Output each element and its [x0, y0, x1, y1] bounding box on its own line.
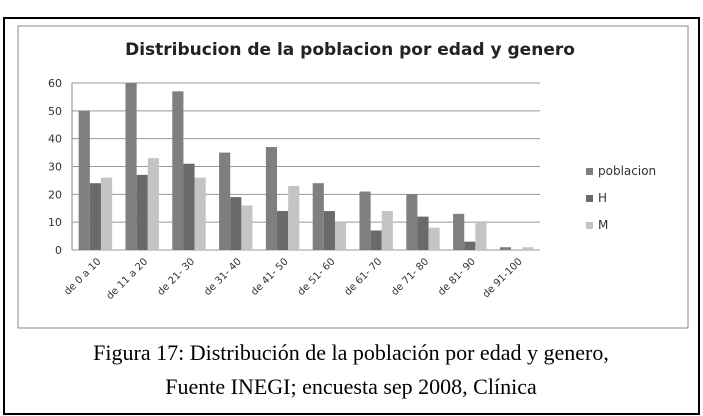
legend-label: M — [598, 218, 608, 232]
bar — [359, 191, 371, 250]
bar — [241, 205, 253, 250]
legend-label: H — [598, 191, 607, 205]
caption-line: Fuente INEGI; encuesta sep 2008, Clínica — [165, 374, 537, 399]
y-tick-label: 0 — [55, 244, 62, 257]
y-tick-label: 10 — [48, 216, 62, 229]
bar — [406, 194, 418, 250]
bar — [194, 177, 206, 250]
chart-title: Distribucion de la poblacion por edad y … — [125, 40, 575, 60]
y-tick-label: 60 — [48, 77, 62, 90]
bar — [288, 185, 300, 250]
bar — [417, 216, 429, 250]
bar — [522, 247, 534, 250]
y-tick-label: 30 — [48, 161, 62, 174]
bar — [312, 183, 324, 250]
bar — [381, 211, 393, 250]
bar — [89, 183, 101, 250]
bar — [78, 110, 90, 250]
bar — [147, 158, 159, 250]
bar — [136, 174, 148, 250]
y-tick-label: 20 — [48, 188, 62, 201]
caption-line: Figura 17: Distribución de la población … — [93, 340, 609, 365]
bar — [183, 163, 195, 250]
y-tick-label: 50 — [48, 105, 62, 118]
bar — [453, 213, 465, 250]
bar — [172, 91, 184, 250]
bar — [334, 222, 347, 250]
bar — [265, 147, 278, 250]
bar — [125, 83, 137, 250]
bar — [100, 177, 113, 250]
legend-swatch — [586, 168, 593, 175]
bar — [230, 197, 242, 250]
legend-label: poblacion — [598, 164, 656, 178]
bar — [499, 247, 512, 250]
bar — [464, 241, 476, 250]
bar — [475, 222, 487, 250]
legend-swatch — [586, 222, 593, 229]
legend-swatch — [586, 195, 593, 202]
bar — [428, 227, 440, 250]
bar — [219, 152, 231, 250]
bar — [323, 211, 335, 250]
y-tick-label: 40 — [48, 133, 62, 146]
bar — [370, 230, 382, 250]
bar — [277, 211, 289, 250]
